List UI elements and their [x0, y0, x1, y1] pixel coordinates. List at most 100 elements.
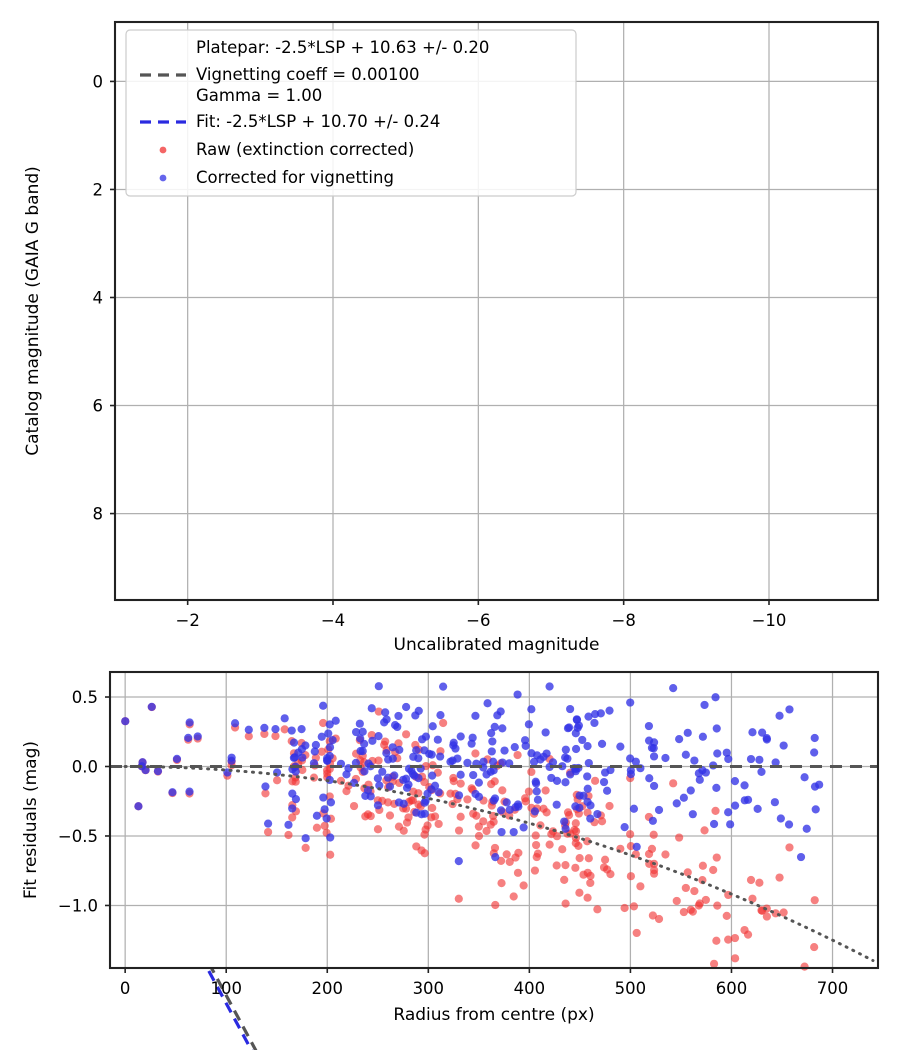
lower-corrected-point	[185, 718, 194, 727]
lower-raw-point	[456, 812, 465, 821]
lower-ytick-label-0: 0.5	[72, 688, 98, 707]
lower-raw-point	[312, 823, 322, 832]
lower-corrected-point	[675, 735, 684, 744]
lower-corrected-point	[583, 784, 592, 793]
lower-corrected-point	[502, 798, 511, 807]
lower-raw-point	[532, 852, 541, 862]
lower-corrected-point	[456, 770, 465, 779]
lower-raw-point	[575, 854, 584, 863]
lower-raw-point	[661, 850, 670, 859]
lower-corrected-point	[762, 734, 771, 743]
lower-corrected-point	[423, 789, 432, 798]
lower-ytick-label-3: −1.0	[58, 896, 98, 915]
lower-corrected-point	[172, 754, 182, 763]
lower-raw-point	[558, 845, 567, 854]
lower-ytick-label-2: −0.5	[58, 827, 98, 846]
lower-corrected-point	[489, 766, 498, 775]
lower-corrected-point	[414, 774, 423, 783]
lower-corrected-point	[488, 737, 497, 746]
upper-ytick-label-3: 6	[93, 397, 104, 416]
lower-raw-point	[260, 729, 269, 739]
lower-raw-point	[463, 795, 472, 804]
lower-corrected-point	[573, 723, 582, 732]
lower-corrected-point	[474, 778, 483, 787]
lower-raw-point	[539, 804, 548, 813]
lower-corrected-point	[541, 728, 550, 737]
lower-corrected-point	[605, 706, 614, 715]
lower-corrected-point	[138, 758, 147, 767]
lower-corrected-point	[602, 786, 612, 795]
lower-corrected-point	[711, 693, 720, 702]
lower-corrected-point	[368, 736, 377, 745]
legend-label-4: Raw (extinction corrected)	[196, 140, 414, 159]
lower-corrected-point	[496, 806, 506, 815]
lower-corrected-point	[401, 774, 411, 783]
lower-corrected-point	[366, 792, 375, 801]
lower-raw-point	[712, 853, 721, 862]
lower-corrected-point	[583, 742, 592, 751]
lower-corrected-point	[430, 781, 440, 790]
lower-raw-point	[291, 777, 300, 786]
lower-corrected-point	[561, 824, 570, 833]
lower-corrected-point	[388, 754, 397, 763]
lower-corrected-point	[271, 725, 280, 734]
lower-corrected-point	[700, 700, 709, 710]
lower-corrected-point	[810, 733, 819, 743]
lower-raw-point	[479, 817, 488, 826]
lower-corrected-point	[722, 748, 731, 757]
lower-raw-point	[439, 718, 448, 728]
lower-corrected-point	[374, 732, 383, 741]
lower-corrected-point	[301, 741, 310, 750]
lower-xtick-label-1: 100	[210, 979, 242, 998]
lower-raw-point	[280, 725, 289, 734]
lower-corrected-point	[631, 757, 640, 766]
lower-corrected-point	[527, 705, 536, 714]
lower-corrected-point	[409, 752, 418, 761]
lower-corrected-point	[319, 793, 328, 802]
lower-corrected-point	[395, 745, 404, 754]
lower-corrected-point	[261, 782, 270, 791]
lower-corrected-point	[519, 823, 528, 832]
lower-corrected-point	[479, 757, 488, 766]
lower-raw-point	[349, 801, 359, 811]
lower-corrected-point	[726, 820, 735, 829]
lower-raw-point	[261, 789, 270, 798]
lower-corrected-point	[800, 773, 809, 782]
lower-corrected-point	[561, 778, 570, 787]
lower-raw-point	[698, 861, 707, 870]
legend-handle-dot-4	[159, 146, 167, 154]
lower-raw-point	[755, 878, 764, 887]
lower-corrected-point	[509, 827, 518, 837]
lower-raw-point	[373, 825, 383, 834]
lower-corrected-point	[373, 801, 383, 810]
lower-corrected-point	[433, 735, 442, 744]
lower-corrected-point	[500, 746, 509, 755]
lower-raw-point	[374, 707, 383, 716]
lower-raw-point	[600, 855, 610, 864]
lower-corrected-point	[672, 799, 681, 808]
lower-corrected-point	[147, 702, 156, 711]
lower-raw-point	[649, 869, 659, 878]
lower-corrected-point	[776, 814, 785, 823]
lower-corrected-point	[731, 801, 740, 810]
lower-raw-point	[288, 813, 297, 822]
lower-raw-point	[701, 895, 710, 905]
lower-corrected-point	[367, 704, 376, 713]
lower-raw-point	[583, 893, 592, 902]
lower-corrected-point	[590, 718, 599, 728]
lower-raw-point	[454, 826, 464, 835]
lower-raw-point	[449, 777, 458, 786]
lower-raw-point	[584, 854, 593, 863]
lower-raw-point	[810, 942, 819, 952]
lower-raw-point	[272, 776, 282, 785]
lower-raw-point	[531, 831, 540, 840]
lower-corrected-point	[591, 710, 600, 719]
lower-raw-point	[748, 894, 757, 903]
lower-raw-point	[672, 896, 681, 906]
lower-corrected-point	[690, 756, 699, 765]
lower-raw-point	[454, 894, 463, 903]
lower-ytick-label-1: 0.0	[72, 757, 98, 776]
legend-label-0: Platepar: -2.5*LSP + 10.63 +/- 0.20	[196, 38, 489, 57]
lower-corrected-point	[802, 824, 811, 833]
